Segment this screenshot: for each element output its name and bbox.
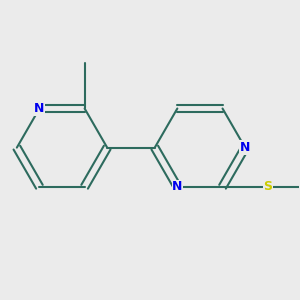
Text: N: N <box>172 180 182 193</box>
Text: S: S <box>263 180 272 193</box>
Text: N: N <box>34 102 45 115</box>
Text: N: N <box>240 141 250 154</box>
